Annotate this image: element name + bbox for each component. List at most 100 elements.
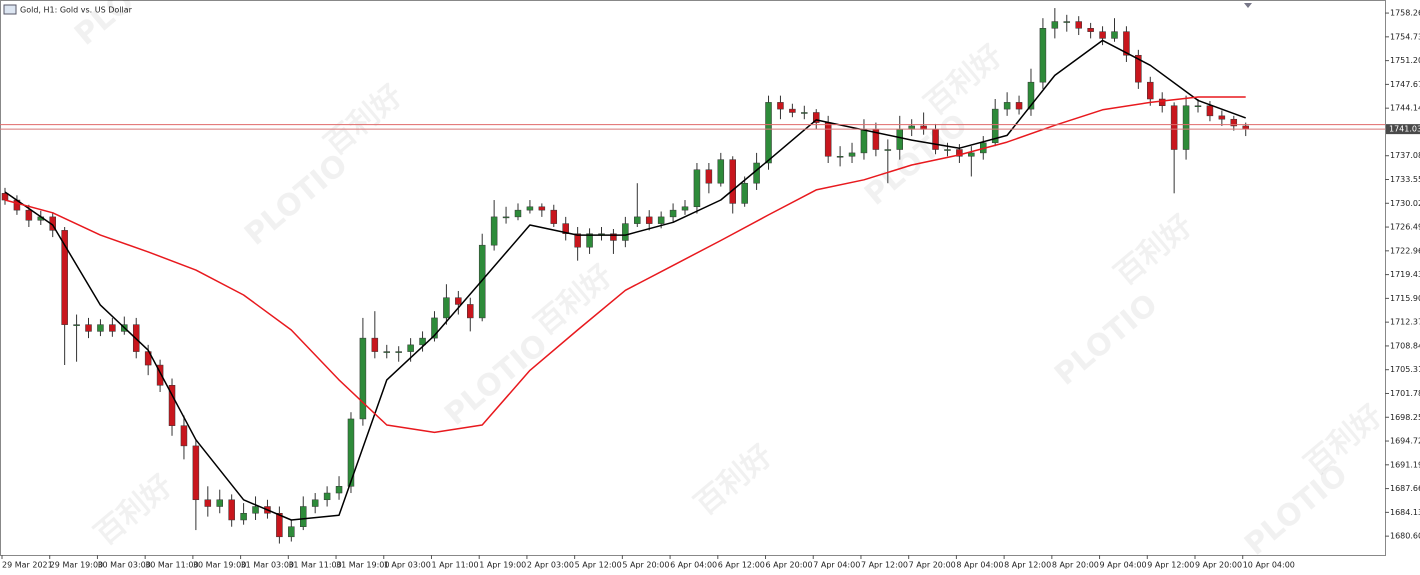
candle-body: [288, 526, 295, 538]
y-tick-label: 1712.37: [1390, 318, 1420, 327]
candle-body: [574, 233, 581, 248]
x-tick-label: 6 Apr 12:00: [718, 561, 765, 570]
x-tick-label: 8 Apr 20:00: [1052, 561, 1099, 570]
candle-body: [956, 149, 963, 157]
candle-body: [455, 297, 462, 305]
candle-body: [311, 499, 319, 507]
x-tick-label: 7 Apr 12:00: [861, 561, 908, 570]
candle-body: [812, 112, 820, 123]
x-tick-label: 2 Apr 03:00: [527, 561, 574, 570]
candle-body: [681, 206, 689, 211]
y-tick-label: 1758.26: [1390, 9, 1420, 18]
candle-body: [1206, 105, 1214, 117]
candle-body: [1111, 31, 1118, 39]
x-tick-label: 29 Mar 19:00: [50, 561, 103, 570]
y-tick-label: 1701.78: [1390, 389, 1420, 398]
candle-body: [944, 149, 951, 151]
candle-body: [1027, 81, 1035, 110]
watermark: 百利好: [88, 468, 179, 553]
y-tick-label: 1708.84: [1390, 341, 1420, 350]
candle-body: [550, 209, 558, 224]
x-tick-label: 1 Apr 19:00: [479, 561, 526, 570]
x-tick-label: 6 Apr 20:00: [766, 561, 813, 570]
y-tick-label: 1754.73: [1390, 32, 1420, 41]
watermark: 百利好: [1298, 398, 1389, 483]
x-tick-label: 8 Apr 04:00: [956, 561, 1003, 570]
watermarks: PLOTIO 百利好 PLOTIO 百利好 PLOTIO 百利好 百利好 百利好…: [68, 0, 1389, 563]
candle-body: [860, 129, 868, 154]
candle-body: [419, 337, 426, 346]
candle-body: [383, 351, 391, 353]
candle-body: [1063, 21, 1071, 23]
watermark: PLOTIO: [238, 147, 354, 253]
candle-body: [657, 216, 665, 224]
candle-body: [562, 223, 569, 234]
candle-body: [586, 233, 593, 248]
candle-body: [1123, 31, 1130, 56]
y-tick-label: 1737.08: [1390, 151, 1420, 160]
y-tick-label: 1684.13: [1390, 508, 1420, 517]
candle-body: [789, 108, 796, 113]
candle-body: [514, 209, 522, 218]
candles: [1, 8, 1249, 544]
candle-body: [765, 102, 772, 164]
candle-body: [968, 152, 975, 157]
x-tick-label: 7 Apr 04:00: [813, 561, 860, 570]
candle-body: [347, 418, 355, 487]
candle-body: [634, 216, 641, 224]
candle-body: [1015, 102, 1023, 110]
candle-body: [1135, 54, 1142, 83]
candle-body: [526, 206, 534, 211]
chart-title: Gold, H1: Gold vs. US Dollar: [20, 6, 133, 15]
y-tick-label: 1705.31: [1390, 365, 1420, 374]
candle-body: [669, 209, 677, 218]
x-tick-label: 29 Mar 2021: [2, 561, 53, 570]
candle-body: [610, 233, 617, 241]
candle-body: [61, 230, 68, 325]
y-tick-label: 1715.90: [1390, 294, 1420, 303]
watermark: 百利好: [1108, 208, 1199, 293]
y-tick-label: 1751.20: [1390, 56, 1420, 65]
y-tick-label: 1691.19: [1390, 460, 1420, 469]
candle-body: [502, 216, 510, 219]
candle-body: [443, 297, 450, 319]
candle-body: [25, 209, 33, 221]
y-tick-label: 1733.55: [1390, 175, 1420, 184]
candle-body: [1158, 98, 1166, 106]
x-tick-label: 30 Mar 19:00: [193, 561, 246, 570]
candle-body: [741, 182, 748, 204]
x-tick-label: 1 Apr 11:00: [431, 561, 478, 570]
candle-body: [1182, 105, 1190, 150]
candle-body: [204, 499, 212, 507]
y-tick-label: 1744.14: [1390, 104, 1420, 113]
chart-icon: [3, 4, 17, 15]
plot-frame: [0, 0, 1386, 556]
candle-body: [467, 304, 474, 319]
candle-body: [824, 122, 832, 157]
x-tick-label: 6 Apr 04:00: [670, 561, 717, 570]
candle-body: [180, 425, 188, 447]
y-tick-label: 1694.72: [1390, 437, 1420, 446]
x-tick-label: 8 Apr 12:00: [1004, 561, 1051, 570]
candle-body: [1230, 118, 1238, 127]
shift-marker: [1244, 3, 1252, 8]
watermark: PLOTIO: [438, 327, 554, 433]
candle-body: [896, 129, 903, 150]
candle-body: [645, 216, 653, 224]
candle-body: [478, 244, 486, 319]
candle-body: [109, 324, 116, 332]
candle-body: [1003, 102, 1011, 110]
x-tick-label: 10 Apr 04:00: [1243, 561, 1295, 570]
candle-body: [1039, 28, 1047, 83]
candle-body: [156, 364, 164, 386]
x-tick-label: 9 Apr 12:00: [1147, 561, 1194, 570]
x-tick-label: 9 Apr 20:00: [1195, 561, 1242, 570]
candle-body: [705, 169, 713, 184]
moving-average: [4, 96, 1246, 434]
candle-body: [168, 385, 176, 426]
candle-body: [407, 344, 414, 352]
candle-body: [1147, 81, 1154, 100]
moving-average: [4, 39, 1246, 521]
candle-body: [1099, 31, 1106, 39]
y-tick-label: 1722.96: [1390, 246, 1420, 255]
